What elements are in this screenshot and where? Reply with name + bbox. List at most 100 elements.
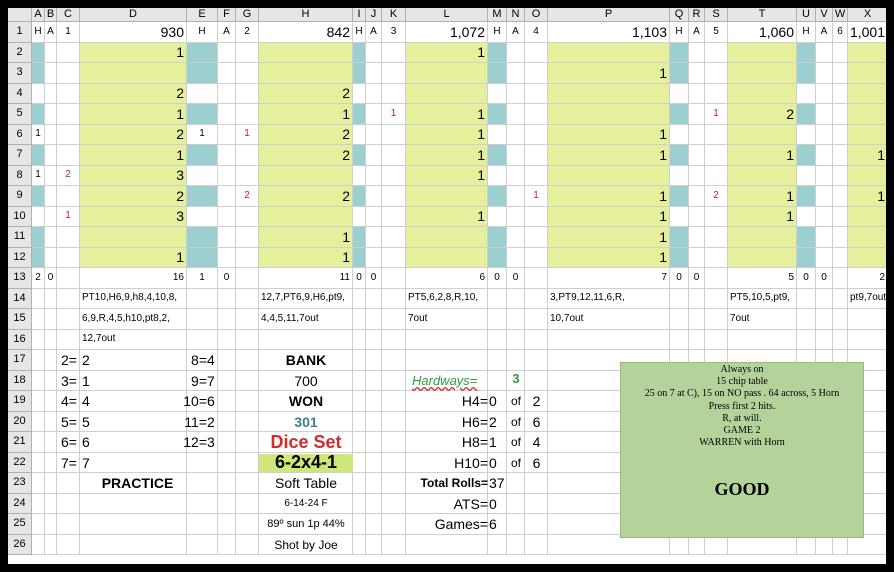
cell-g20[interactable] [236,411,259,432]
point-marker[interactable]: 2 [236,186,259,207]
game-header-n[interactable]: A [507,22,525,43]
cell-m4[interactable] [488,83,507,104]
row-header-5[interactable]: 5 [8,104,32,125]
roll-count[interactable]: 2 [80,83,187,104]
cell-h2[interactable] [259,42,353,63]
cell-c26[interactable] [57,534,80,555]
cell-m3[interactable] [488,63,507,84]
row-header-19[interactable]: 19 [8,391,32,412]
cell-f25[interactable] [218,514,236,535]
cell-v14[interactable] [816,288,833,309]
cell-k17[interactable] [382,350,406,371]
cell-a16[interactable] [32,329,45,350]
cell-x6[interactable] [848,124,886,145]
game-header-u[interactable]: H [797,22,816,43]
cell-o11[interactable] [525,227,548,248]
cell-k19[interactable] [382,391,406,412]
row-header-9[interactable]: 9 [8,186,32,207]
cell-c12[interactable] [57,247,80,268]
cell-p8[interactable] [548,165,670,186]
cell-q9[interactable] [670,186,689,207]
cell-c7[interactable] [57,145,80,166]
cell-c22[interactable] [57,452,80,473]
roll-log[interactable]: PT5,6,2,8,R,10, [406,288,488,309]
cell-d19[interactable] [80,391,187,412]
cell-v12[interactable] [816,247,833,268]
cell-o8[interactable] [525,165,548,186]
point-marker[interactable]: 1 [57,206,80,227]
cell-b17[interactable] [45,350,57,371]
cell-v3[interactable] [816,63,833,84]
cell-i2[interactable] [353,42,366,63]
cell-a3[interactable] [32,63,45,84]
roll-log[interactable]: PT10,H6,9,h8,4,10,8, [80,288,187,309]
column-header-b[interactable]: B [45,8,57,22]
cell-g24[interactable] [236,493,259,514]
cell-f6[interactable] [218,124,236,145]
cell-a19[interactable] [32,391,45,412]
cell-i19[interactable] [353,391,366,412]
roll-log[interactable]: PT5,10,5,pt9, [728,288,797,309]
row-header-18[interactable]: 18 [8,370,32,391]
cell-r15[interactable] [689,309,705,330]
cell-e8[interactable] [187,165,218,186]
cell-v8[interactable] [816,165,833,186]
cell-i11[interactable] [353,227,366,248]
roll-count[interactable]: 1 [728,186,797,207]
game-total[interactable]: 0 [218,268,236,289]
roll-count[interactable]: 2 [728,104,797,125]
cell-j23[interactable] [366,473,382,494]
cell-o25[interactable] [525,514,548,535]
cell-u16[interactable] [797,329,816,350]
cell-v9[interactable] [816,186,833,207]
cell-i10[interactable] [353,206,366,227]
cell-i8[interactable] [353,165,366,186]
cell-w15[interactable] [833,309,848,330]
game-header-j[interactable]: A [366,22,382,43]
cell-k25[interactable] [382,514,406,535]
cell-e26[interactable] [187,534,218,555]
cell-x17[interactable] [848,350,886,371]
cell-v4[interactable] [816,83,833,104]
cell-s4[interactable] [705,83,728,104]
cell-f22[interactable] [218,452,236,473]
cell-p4[interactable] [548,83,670,104]
cell-w9[interactable] [833,186,848,207]
cell-u26[interactable] [797,534,816,555]
row-header-7[interactable]: 7 [8,145,32,166]
game-total[interactable]: 0 [353,268,366,289]
cell-b15[interactable] [45,309,57,330]
roll-log[interactable]: 12,7,PT6,9,H6,pt9, [259,288,353,309]
cell-i3[interactable] [353,63,366,84]
cell-e22[interactable] [187,452,218,473]
cell-j4[interactable] [366,83,382,104]
cell-p17[interactable] [548,350,670,371]
cell-c19[interactable] [57,391,80,412]
cell-s26[interactable] [705,534,728,555]
cell-a26[interactable] [32,534,45,555]
cell-a7[interactable] [32,145,45,166]
cell-h19[interactable] [259,391,353,412]
cell-l11[interactable] [406,227,488,248]
cell-v15[interactable] [816,309,833,330]
cell-g23[interactable] [236,473,259,494]
cell-m15[interactable] [488,309,507,330]
column-header-x[interactable]: X [848,8,886,22]
cell-b4[interactable] [45,83,57,104]
cell-g3[interactable] [236,63,259,84]
small-count[interactable]: 1 [187,124,218,145]
cell-g5[interactable] [236,104,259,125]
roll-count[interactable]: 1 [259,104,353,125]
cell-i26[interactable] [353,534,366,555]
cell-b9[interactable] [45,186,57,207]
game-header-e[interactable]: H [187,22,218,43]
game-header-v[interactable]: A [816,22,833,43]
cell-o3[interactable] [525,63,548,84]
cell-v6[interactable] [816,124,833,145]
cell-e17[interactable] [187,350,218,371]
cell-l16[interactable] [406,329,488,350]
cell-r2[interactable] [689,42,705,63]
cell-x21[interactable] [848,432,886,453]
cell-v11[interactable] [816,227,833,248]
cell-e23[interactable] [187,473,218,494]
